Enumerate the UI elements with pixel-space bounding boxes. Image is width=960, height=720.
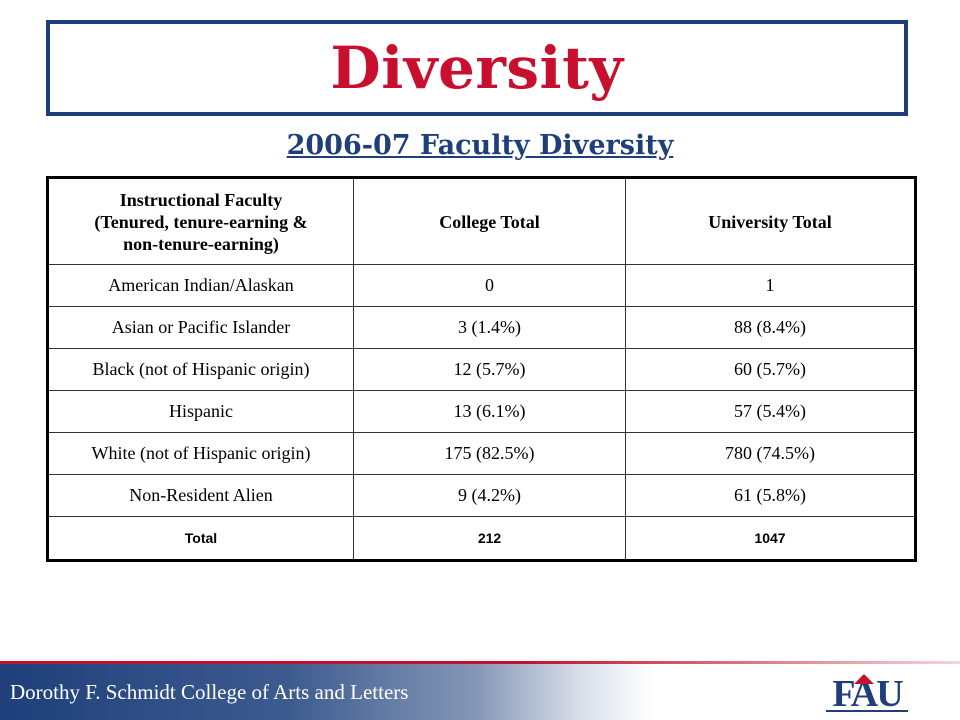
row-university-total: 61 (5.8%)	[625, 474, 916, 517]
row-category: Asian or Pacific Islander	[47, 306, 354, 349]
table-header-row: Instructional Faculty (Tenured, tenure-e…	[47, 177, 916, 265]
logo-underline	[826, 710, 908, 712]
footer-bar	[0, 664, 960, 720]
row-category: Non-Resident Alien	[47, 474, 354, 517]
table-row: Black (not of Hispanic origin) 12 (5.7%)…	[47, 348, 916, 391]
total-university: 1047	[625, 516, 916, 561]
header-instructional-faculty: Instructional Faculty (Tenured, tenure-e…	[47, 177, 354, 265]
total-label: Total	[47, 516, 354, 561]
table-row: Non-Resident Alien 9 (4.2%) 61 (5.8%)	[47, 474, 916, 517]
diversity-table: Instructional Faculty (Tenured, tenure-e…	[46, 176, 917, 562]
row-university-total: 88 (8.4%)	[625, 306, 916, 349]
row-category: White (not of Hispanic origin)	[47, 432, 354, 475]
fau-logo: FAU	[826, 673, 908, 714]
row-university-total: 60 (5.7%)	[625, 348, 916, 391]
table-row: White (not of Hispanic origin) 175 (82.5…	[47, 432, 916, 475]
row-category: Black (not of Hispanic origin)	[47, 348, 354, 391]
row-university-total: 1	[625, 264, 916, 307]
table-row: Hispanic 13 (6.1%) 57 (5.4%)	[47, 390, 916, 433]
slide-title: Diversity	[330, 34, 624, 102]
row-university-total: 780 (74.5%)	[625, 432, 916, 475]
row-college-total: 9 (4.2%)	[353, 474, 626, 517]
row-college-total: 3 (1.4%)	[353, 306, 626, 349]
total-college: 212	[353, 516, 626, 561]
slide-subtitle: 2006-07 Faculty Diversity	[286, 130, 674, 161]
title-box: Diversity	[46, 20, 908, 116]
row-college-total: 175 (82.5%)	[353, 432, 626, 475]
row-category: Hispanic	[47, 390, 354, 433]
header-line: non-tenure-earning)	[123, 233, 279, 254]
footer-college-name: Dorothy F. Schmidt College of Arts and L…	[10, 680, 409, 704]
row-college-total: 0	[353, 264, 626, 307]
header-line: Instructional Faculty	[119, 189, 283, 210]
owl-mark-icon	[854, 674, 874, 684]
row-college-total: 12 (5.7%)	[353, 348, 626, 391]
row-university-total: 57 (5.4%)	[625, 390, 916, 433]
header-line: (Tenured, tenure-earning &	[94, 211, 308, 232]
header-university-total: University Total	[625, 177, 916, 265]
table-row: American Indian/Alaskan 0 1	[47, 264, 916, 307]
table-row: Asian or Pacific Islander 3 (1.4%) 88 (8…	[47, 306, 916, 349]
row-category: American Indian/Alaskan	[47, 264, 354, 307]
footer-divider	[0, 661, 960, 664]
row-college-total: 13 (6.1%)	[353, 390, 626, 433]
total-row: Total 212 1047	[47, 516, 916, 561]
header-college-total: College Total	[353, 177, 626, 265]
